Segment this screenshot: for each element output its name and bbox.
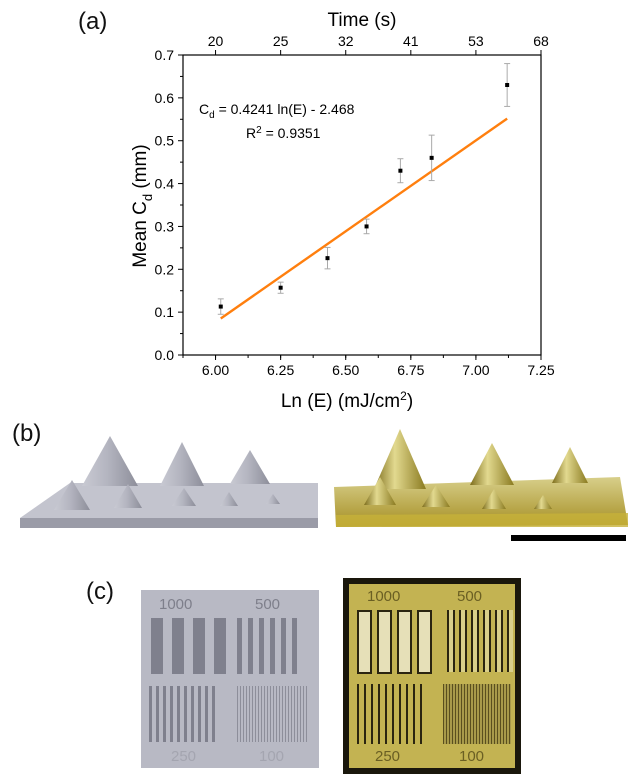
cone — [54, 480, 90, 510]
x-tick-label: 7.00 — [462, 362, 489, 378]
cone-array-render — [20, 436, 318, 528]
slots-500 — [237, 618, 313, 676]
top-tick-label: 20 — [208, 33, 224, 49]
y-tick-label: 0.6 — [155, 90, 175, 106]
y-axis-label: Mean Cd (mm) — [130, 144, 155, 267]
x-tick-label: 6.25 — [267, 362, 294, 378]
panel-a-label: (a) — [78, 8, 108, 35]
resolution-target-photo: 1000 500 250 100 — [343, 578, 521, 774]
top-tick-label: 53 — [468, 33, 484, 49]
slots-1000 — [149, 618, 227, 676]
photo-slots-100 — [443, 684, 511, 744]
top-tick-label: 32 — [338, 33, 354, 49]
slots-100 — [237, 686, 309, 742]
r-squared: R2 = 0.9351 — [246, 125, 321, 141]
y-tick-label: 0.1 — [155, 304, 175, 320]
render-cones — [54, 436, 280, 510]
y-tick-label: 0.2 — [155, 261, 175, 277]
data-point — [505, 83, 510, 87]
cone — [534, 495, 552, 509]
x-ticks: 6.00 6.25 6.50 6.75 7.00 7.25 — [182, 355, 555, 378]
data-point — [364, 224, 369, 229]
data-points — [217, 63, 511, 315]
top-tick-label: 41 — [403, 33, 419, 49]
panel-c-label: (c) — [86, 578, 114, 605]
cone — [482, 489, 506, 509]
data-point — [325, 256, 330, 261]
x-tick-label: 6.75 — [397, 362, 424, 378]
y-tick-label: 0.0 — [155, 347, 175, 363]
resolution-target-render: 1000 500 250 100 — [141, 590, 319, 768]
x-tick-label: 7.25 — [527, 362, 554, 378]
fit-equation: Cd = 0.4241 ln(E) - 2.468 — [199, 101, 355, 121]
x-tick-label: 6.00 — [202, 362, 229, 378]
y-tick-label: 0.5 — [155, 133, 175, 149]
base-plate-top — [20, 483, 318, 518]
x-axis-label: Ln (E) (mJ/cm2) — [281, 389, 413, 412]
cone — [220, 492, 238, 506]
cone-array-photo — [334, 429, 628, 527]
photo-slots-250 — [357, 684, 423, 744]
x-tick-label: 6.50 — [332, 362, 359, 378]
label-1000: 1000 — [159, 596, 193, 613]
label-100: 100 — [259, 748, 285, 765]
plot-frame — [182, 54, 542, 356]
photo-label-500: 500 — [457, 588, 483, 605]
data-point — [278, 285, 283, 290]
cone — [114, 484, 142, 508]
scatter-chart: Time (s) 20 25 32 41 53 68 6.00 6.25 6.50 6.75 7.… — [130, 10, 555, 412]
cone — [82, 436, 138, 486]
y-tick-label: 0.4 — [155, 176, 175, 192]
photo-slots-500 — [447, 610, 513, 672]
cone — [364, 477, 396, 505]
cone — [470, 443, 514, 485]
cone — [552, 447, 588, 483]
top-tick-label: 68 — [533, 33, 549, 49]
photo-cones — [364, 429, 588, 509]
panel-b-label: (b) — [12, 420, 42, 447]
cone — [374, 429, 426, 489]
y-tick-label: 0.7 — [155, 47, 175, 63]
cone — [172, 488, 196, 506]
top-ticks: 20 25 32 41 53 68 — [208, 33, 549, 55]
cone — [230, 450, 270, 484]
data-point — [218, 304, 223, 309]
photo-slots-1000 — [357, 610, 433, 674]
photo-label-100: 100 — [459, 748, 485, 765]
cone — [422, 485, 450, 507]
cone — [160, 442, 204, 486]
scale-bar — [511, 535, 626, 541]
photo-label-250: 250 — [375, 748, 401, 765]
data-point — [398, 168, 403, 173]
y-ticks: 0.0 0.1 0.2 0.3 0.4 0.5 0.6 0.7 — [155, 47, 183, 363]
data-point — [429, 155, 434, 160]
photo-label-1000: 1000 — [367, 588, 401, 605]
y-tick-label: 0.3 — [155, 218, 175, 234]
top-tick-label: 25 — [273, 33, 289, 49]
slots-250 — [149, 686, 215, 742]
label-250: 250 — [171, 748, 197, 765]
label-500: 500 — [255, 596, 281, 613]
cone — [266, 494, 280, 504]
photo-inner: 1000 500 250 100 — [349, 584, 515, 768]
base-plate-front — [20, 518, 318, 528]
top-axis-title: Time (s) — [328, 10, 397, 31]
fit-line — [220, 117, 508, 320]
resin-slab-edge — [336, 513, 628, 527]
